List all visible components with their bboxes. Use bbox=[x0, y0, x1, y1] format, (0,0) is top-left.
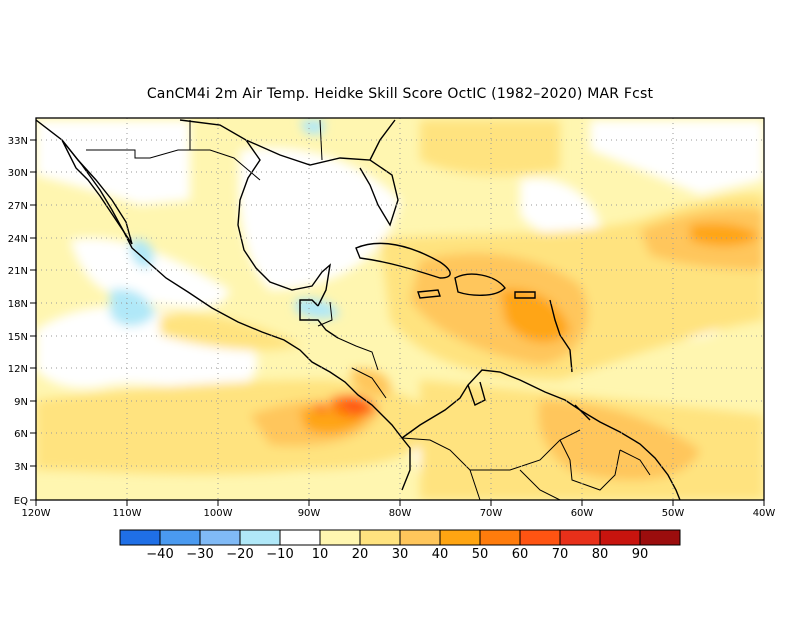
colorbar-label: 80 bbox=[592, 547, 609, 562]
colorbar-label: −10 bbox=[266, 547, 293, 562]
colorbar-label: −30 bbox=[186, 547, 213, 562]
colorbar-swatch bbox=[399, 529, 441, 546]
lon-label: 80W bbox=[389, 508, 412, 519]
lon-label: 120W bbox=[22, 508, 51, 519]
colorbar-swatch bbox=[559, 529, 601, 546]
colorbar-swatch bbox=[639, 529, 681, 546]
lat-label: 12N bbox=[8, 364, 28, 375]
colorbar-swatch bbox=[119, 529, 161, 546]
lat-label: 21N bbox=[8, 266, 28, 277]
colorbar-swatch bbox=[599, 529, 641, 546]
lon-labels: 120W 110W 100W 90W 80W 70W 60W 50W 40W bbox=[22, 508, 776, 519]
lon-label: 40W bbox=[753, 508, 776, 519]
lat-label: EQ bbox=[14, 496, 28, 507]
colorbar bbox=[119, 529, 681, 546]
colorbar-label: 10 bbox=[312, 547, 329, 562]
lat-label: 24N bbox=[8, 234, 28, 245]
colorbar-label: 40 bbox=[432, 547, 449, 562]
colorbar-swatch bbox=[159, 529, 201, 546]
lon-label: 70W bbox=[480, 508, 503, 519]
lat-label: 15N bbox=[8, 332, 28, 343]
colorbar-label: 50 bbox=[472, 547, 489, 562]
colorbar-swatch bbox=[439, 529, 481, 546]
lon-label: 90W bbox=[298, 508, 321, 519]
colorbar-label: −20 bbox=[226, 547, 253, 562]
lon-label: 50W bbox=[662, 508, 685, 519]
coastlines bbox=[36, 119, 681, 500]
colorbar-swatch bbox=[519, 529, 561, 546]
colorbar-label: 90 bbox=[632, 547, 649, 562]
lat-labels: EQ 3N 6N 9N 12N 15N 18N 21N 24N 27N 30N … bbox=[8, 136, 28, 507]
colorbar-swatch bbox=[479, 529, 521, 546]
lat-label: 27N bbox=[8, 201, 28, 212]
lat-label: 9N bbox=[14, 397, 28, 408]
lon-label: 60W bbox=[571, 508, 594, 519]
colorbar-swatch bbox=[279, 529, 321, 546]
graticule bbox=[36, 118, 764, 500]
colorbar-label: 20 bbox=[352, 547, 369, 562]
map-title: CanCM4i 2m Air Temp. Heidke Skill Score … bbox=[146, 86, 654, 102]
lon-label: 110W bbox=[113, 508, 142, 519]
colorbar-swatch bbox=[199, 529, 241, 546]
lat-label: 18N bbox=[8, 299, 28, 310]
colorbar-swatch bbox=[239, 529, 281, 546]
lat-label: 3N bbox=[14, 462, 28, 473]
colorbar-label: 70 bbox=[552, 547, 569, 562]
country-borders bbox=[86, 119, 651, 500]
tick-marks bbox=[30, 139, 765, 506]
colorbar-label: 30 bbox=[392, 547, 409, 562]
colorbar-labels: −40 −30 −20 −10 10 20 30 40 50 60 70 80 90 bbox=[146, 547, 648, 562]
lat-label: 33N bbox=[8, 136, 28, 147]
lon-label: 100W bbox=[204, 508, 233, 519]
colorbar-swatch bbox=[319, 529, 361, 546]
colorbar-label: −40 bbox=[146, 547, 173, 562]
lat-label: 30N bbox=[8, 168, 28, 179]
colorbar-label: 60 bbox=[512, 547, 529, 562]
colorbar-swatch bbox=[359, 529, 401, 546]
lat-label: 6N bbox=[14, 429, 28, 440]
